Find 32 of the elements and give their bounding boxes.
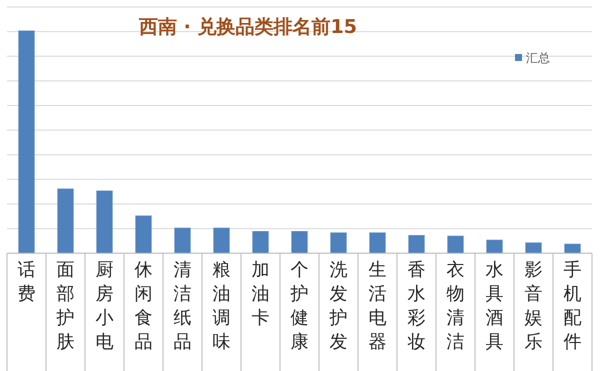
x-tick-label: 个护健康 xyxy=(290,259,308,352)
x-tick-label: 清洁纸品 xyxy=(174,259,192,352)
x-tick-label: 衣物清洁 xyxy=(446,259,464,352)
bar xyxy=(408,235,425,254)
bar xyxy=(57,188,74,254)
bar xyxy=(525,242,542,254)
bar xyxy=(213,228,230,254)
bar xyxy=(486,240,503,254)
legend-label: 汇总 xyxy=(526,51,550,65)
bar xyxy=(564,244,581,254)
x-tick-label: 加油卡 xyxy=(252,259,270,328)
x-tick-label: 手机配件 xyxy=(564,259,582,352)
x-tick-label: 休闲食品 xyxy=(134,259,152,352)
x-tick-label: 洗发护发 xyxy=(328,259,348,352)
bar xyxy=(135,215,152,254)
bar xyxy=(330,232,347,254)
x-tick-label: 水具酒具 xyxy=(486,259,504,352)
x-tick-label: 生活电器 xyxy=(368,259,386,352)
x-tick-label: 厨房小电 xyxy=(96,259,114,352)
bar xyxy=(252,231,269,254)
bar xyxy=(96,190,113,254)
x-tick-label: 香水彩妆 xyxy=(408,259,426,352)
bar xyxy=(18,30,35,254)
x-tick-label: 粮油调味 xyxy=(212,259,230,352)
bar xyxy=(447,236,464,254)
x-tick-label: 面部护肤 xyxy=(56,259,74,352)
bar xyxy=(369,232,386,254)
bar xyxy=(174,228,191,254)
x-tick-label: 话费 xyxy=(18,259,36,304)
x-tick-label: 影音娱乐 xyxy=(524,259,542,352)
chart-title: 西南 · 兑换品类排名前15 xyxy=(138,16,357,38)
bar xyxy=(291,231,308,254)
